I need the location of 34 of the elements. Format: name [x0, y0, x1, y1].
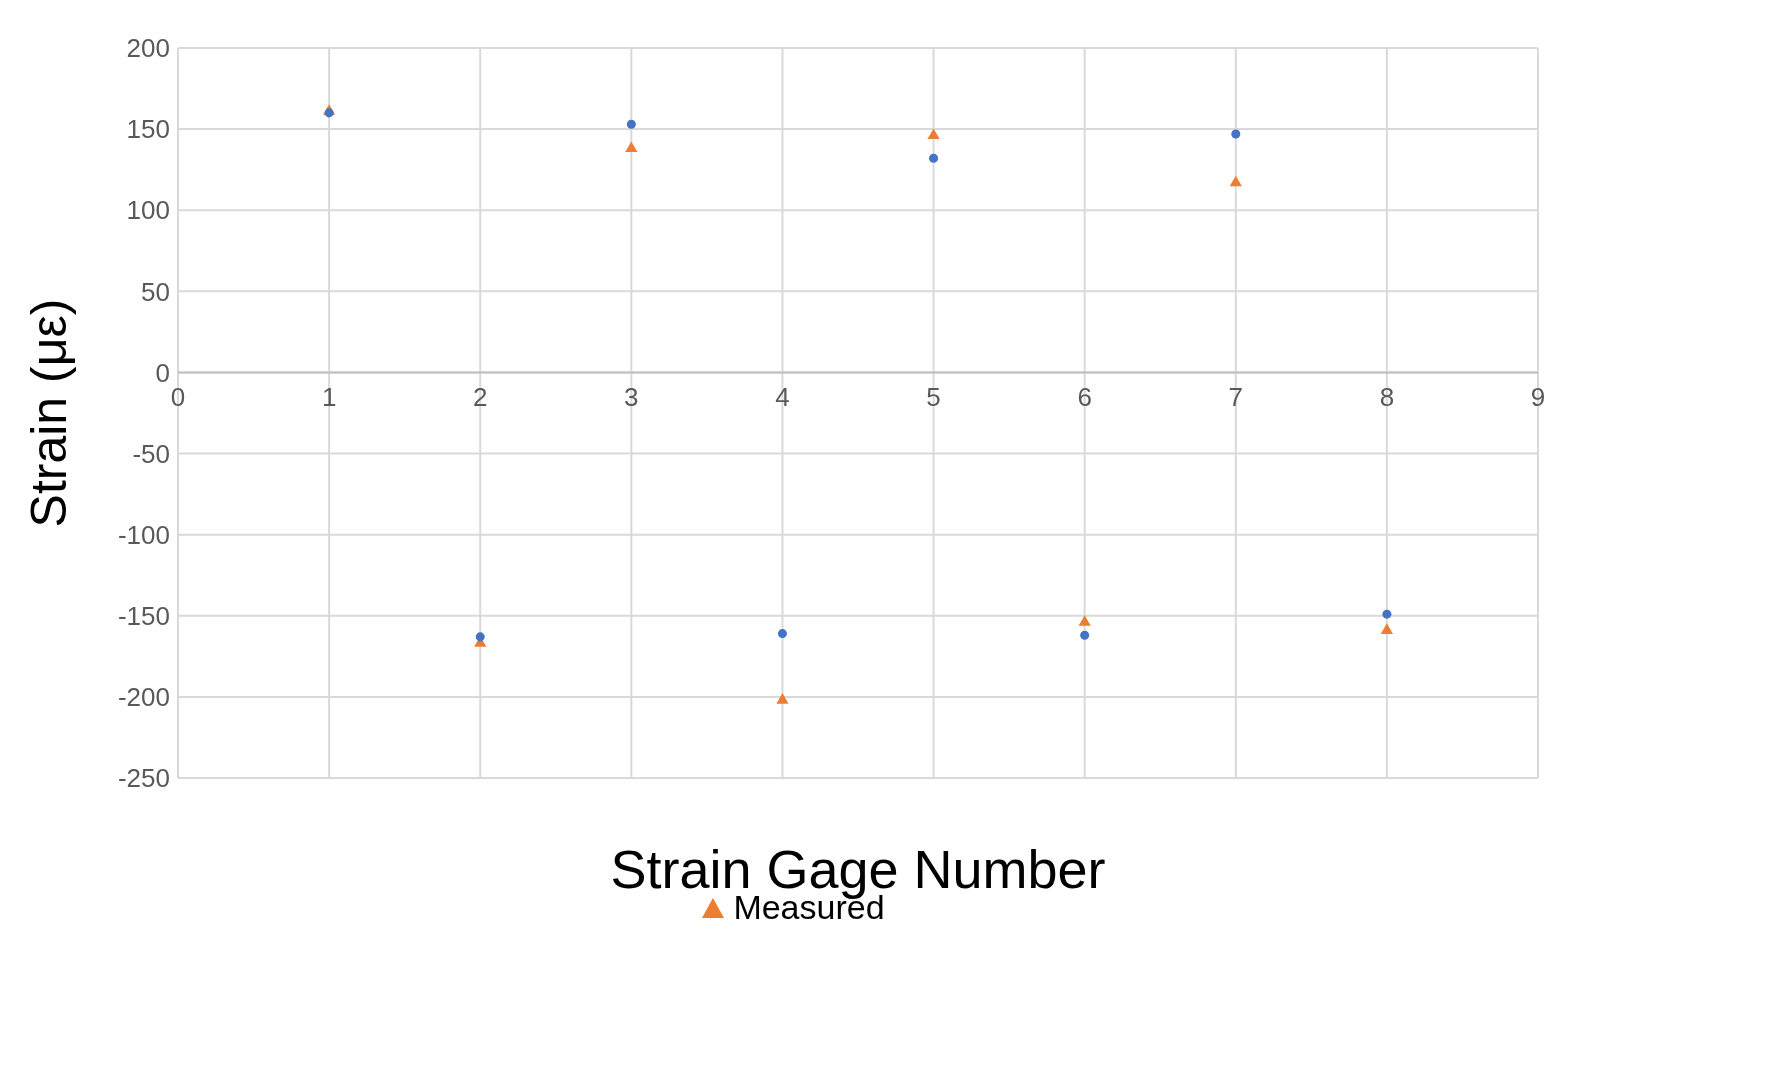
y-tick-label: -100 — [117, 519, 170, 550]
point — [1229, 175, 1242, 187]
point — [1080, 630, 1090, 640]
point — [626, 119, 636, 129]
point — [777, 629, 787, 639]
y-axis-title: Strain (με) — [20, 298, 77, 528]
point — [776, 693, 789, 704]
point — [1380, 623, 1393, 634]
y-tick-label: 100 — [126, 195, 170, 226]
y-tick-label: 50 — [141, 276, 170, 307]
y-tick-label: -150 — [117, 601, 170, 632]
x-tick-label: 3 — [624, 382, 639, 413]
point — [625, 141, 638, 153]
x-tick-label: 9 — [1530, 382, 1546, 413]
y-tick-label: 200 — [126, 33, 170, 64]
x-tick-label: 1 — [321, 382, 337, 413]
point — [1231, 129, 1241, 139]
y-tick-label: 0 — [155, 357, 170, 388]
x-tick-label: 8 — [1379, 382, 1395, 413]
x-tick-label: 7 — [1228, 382, 1244, 413]
y-tick-label: -200 — [117, 682, 170, 713]
point — [927, 128, 940, 140]
x-tick-label: 5 — [926, 382, 941, 413]
point — [475, 632, 485, 642]
y-tick-label: 150 — [126, 114, 170, 145]
point — [1078, 615, 1091, 626]
x-tick-label: 4 — [775, 382, 790, 413]
point — [1382, 609, 1392, 619]
x-tick-label: 2 — [472, 382, 488, 413]
point — [929, 153, 939, 163]
y-tick-label: -250 — [117, 763, 170, 794]
point — [324, 108, 334, 118]
y-tick-label: -50 — [132, 438, 170, 469]
x-tick-label: 6 — [1077, 382, 1092, 413]
